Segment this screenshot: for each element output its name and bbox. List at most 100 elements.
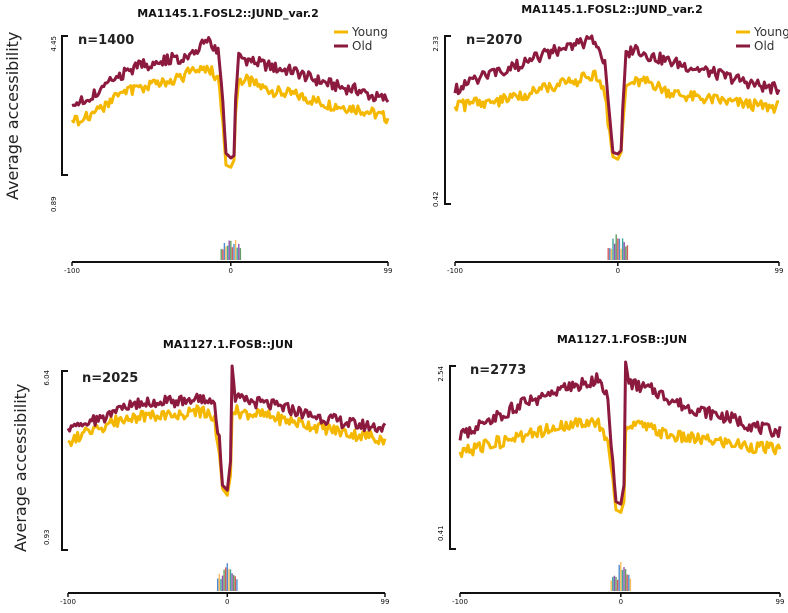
y-tick-label-max: 6.04 [43,369,51,385]
y-axis-line [444,35,451,205]
y-axis-label-bottom: Average accessibility [11,384,30,552]
motif-logo-bar [226,245,229,260]
motif-logo-bar [607,248,609,260]
motif-logo-bar [230,240,232,260]
motif-logo-bar [626,574,628,591]
series-line-old [66,364,387,492]
motif-logo-bar [625,246,627,260]
motif-logo-bar [224,567,227,591]
chart-title: MA1127.1.FOSB::JUN [163,338,293,351]
y-tick-label-min: 0.41 [437,525,445,541]
y-tick-label-max: 2.54 [437,365,445,381]
motif-logo-bar [233,243,235,260]
motif-logo-bar [613,575,616,591]
chart-panel-1: MA1145.1.FOSL2::JUND_var.2n=1400 4.450.89… [50,7,392,275]
series-line-young [453,69,780,161]
x-tick-label: 99 [776,598,785,606]
motif-logo [220,239,242,260]
x-tick-label: -100 [64,267,80,275]
y-axis-line [449,365,456,550]
motif-logo-bar [238,243,240,260]
series-line-old [458,360,782,506]
motif-logo-bar [609,248,611,260]
x-tick-label: 99 [381,598,390,606]
x-tick-label: 0 [616,267,620,275]
motif-logo-bar [628,574,630,591]
legend-label-young: Young [351,25,388,39]
x-tick-label: 99 [775,267,784,275]
motif-logo-bar [231,573,233,591]
motif-logo-bar [615,234,617,260]
motif-logo-bar [615,576,617,591]
motif-logo-bar [218,573,220,591]
motif-logo-bar [621,569,624,591]
motif-logo-bar [222,249,224,260]
motif-logo [607,234,629,260]
legend-label-old: Old [352,39,372,53]
motif-logo-bar [226,563,228,591]
motif-logo-bar [612,238,614,260]
y-tick-label-max: 2.33 [432,36,440,52]
motif-logo-bar [616,579,619,591]
series-line-old [71,36,390,160]
motif-logo-bar [223,243,226,260]
x-tick-label: -100 [60,598,76,606]
x-tick-label: 0 [619,598,623,606]
series-line-young [458,417,782,514]
motif-logo-bar [620,248,622,260]
chart-title: MA1145.1.FOSL2::JUND_var.2 [137,7,318,20]
motif-logo-bar [624,569,627,591]
motif-logo-bar [225,246,227,260]
motif-logo-bar [626,245,629,260]
chart-panel-2: MA1145.1.FOSL2::JUND_var.2n=2070 2.330.42… [432,3,788,275]
sample-count-label: n=2070 [466,33,522,48]
motif-logo-bar [618,564,620,591]
motif-logo-bar [621,238,624,260]
chart-title: MA1145.1.FOSL2::JUND_var.2 [521,3,702,16]
y-tick-label-min: 0.89 [50,196,58,212]
motif-logo-bar [223,569,225,591]
y-axis-line [61,35,68,176]
motif-logo-bar [620,562,622,591]
x-tick-label: 99 [384,267,393,275]
motif-logo-bar [236,247,238,260]
motif-logo [610,562,632,591]
motif-logo-bar [229,569,232,591]
motif-logo-bar [617,238,619,260]
series-line-young [70,64,390,169]
motif-logo-bar [236,579,238,591]
x-tick-label: 0 [229,267,233,275]
x-tick-label: -100 [452,598,468,606]
y-axis-line [61,370,68,551]
motif-logo-bar [228,240,230,260]
sample-count-label: n=1400 [78,33,134,48]
motif-logo-bar [623,567,625,591]
motif-logo-bar [613,243,616,260]
motif-logo-bar [610,248,613,260]
motif-logo-bar [220,578,222,591]
motif-logo-bar [234,239,237,260]
motif-logo-bar [623,242,625,260]
motif-logo-bar [629,578,632,591]
motif-logo-bar [231,247,234,260]
motif-logo-bar [610,580,612,591]
motif-logo-bar [618,238,621,260]
motif-logo-bar [232,574,235,591]
motif-logo-bar [228,568,230,591]
chart-title: MA1127.1.FOSB::JUN [557,333,687,346]
y-axis-label-top: Average accessibility [3,32,22,200]
sample-count-label: n=2773 [470,363,526,378]
sample-count-label: n=2025 [82,371,138,386]
motif-logo-bar [239,248,242,260]
motif-logo-bar [221,575,224,591]
y-tick-label-max: 4.45 [50,36,58,52]
motif-logo-bar [216,578,219,591]
motif-logo-bar [220,249,222,260]
motif-logo-bar [234,576,236,591]
y-tick-label-min: 0.42 [432,191,440,207]
